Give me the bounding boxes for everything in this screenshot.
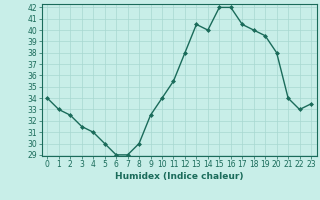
- X-axis label: Humidex (Indice chaleur): Humidex (Indice chaleur): [115, 172, 244, 181]
